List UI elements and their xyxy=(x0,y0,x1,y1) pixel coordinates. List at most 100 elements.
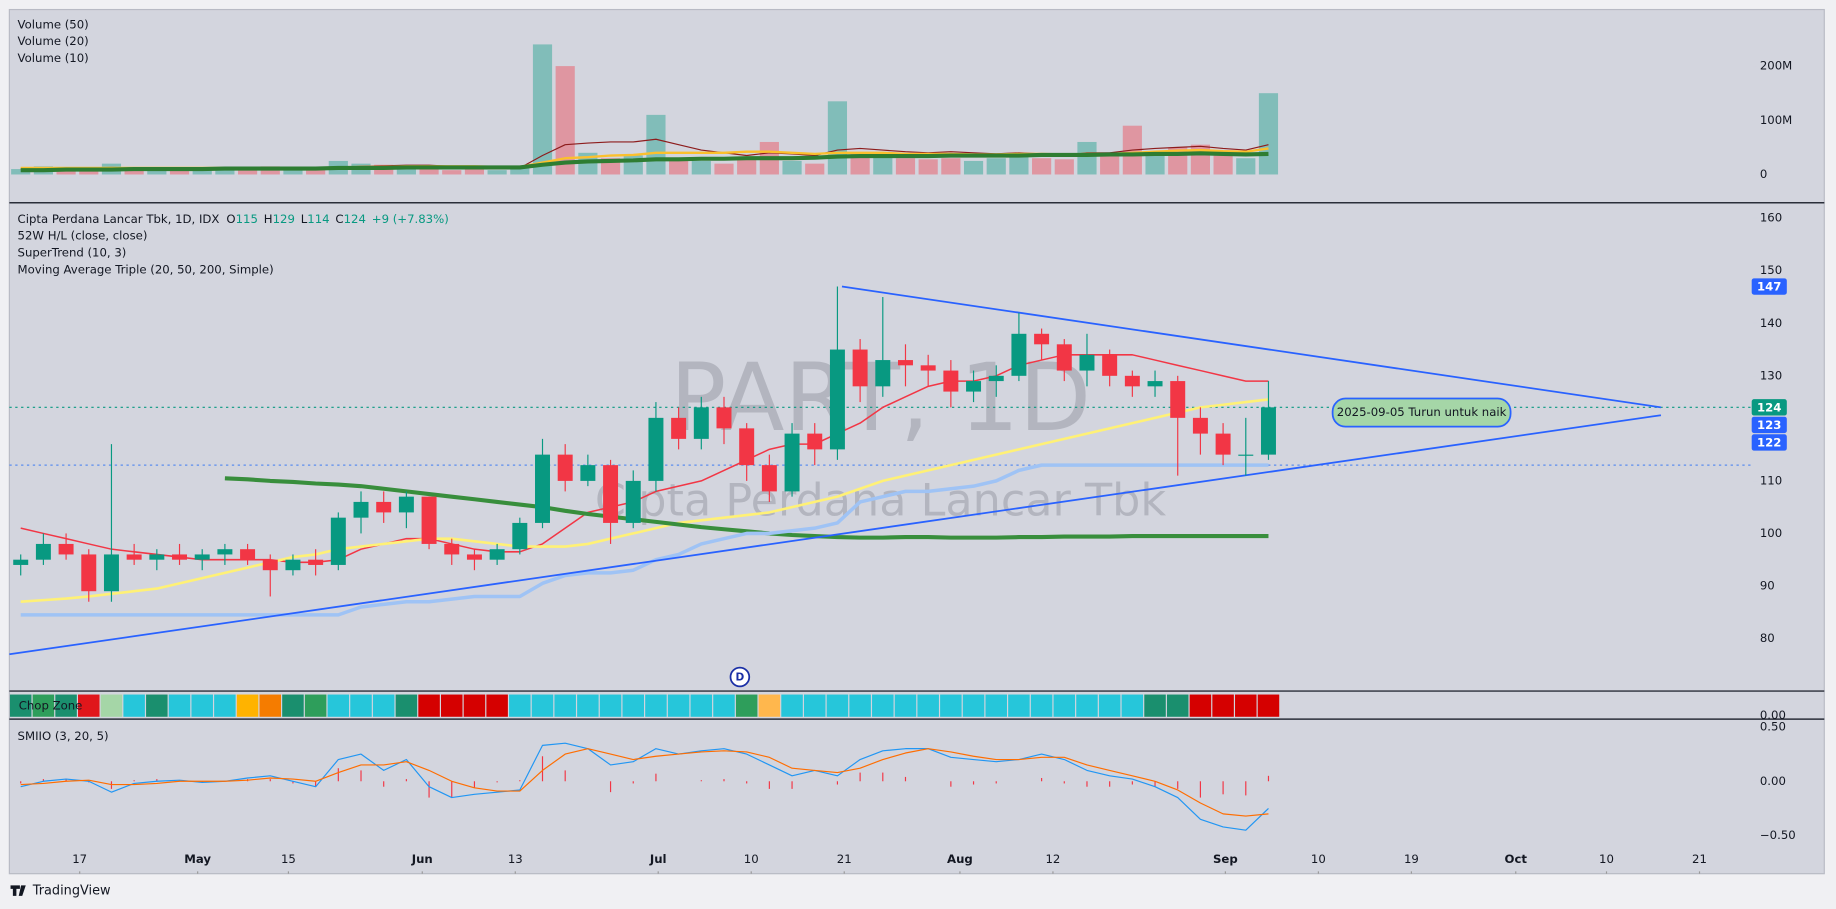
legend-value: 124 xyxy=(344,212,366,226)
volume-bar xyxy=(1100,155,1120,175)
volume-bar xyxy=(1258,93,1279,175)
volume-bar xyxy=(827,101,848,175)
chop-zone-cell xyxy=(735,694,758,717)
volume-bar xyxy=(646,114,666,175)
volume-bar xyxy=(396,166,416,175)
legend-key: H xyxy=(264,212,273,226)
volume-bar xyxy=(1077,141,1097,175)
moving-average xyxy=(224,476,1269,540)
volume-bar xyxy=(532,44,553,175)
candle-body xyxy=(308,559,324,565)
candle-body xyxy=(262,559,278,571)
chop-zone-cell xyxy=(645,694,667,717)
trendline xyxy=(9,414,1662,656)
chop-zone-cell xyxy=(55,694,77,717)
volume-bar xyxy=(11,169,31,175)
candle-body xyxy=(1034,333,1050,345)
volume-bar xyxy=(215,169,235,175)
y-tick-label: 200M xyxy=(1760,59,1792,73)
chop-zone-cell xyxy=(1189,694,1212,717)
candle-body xyxy=(739,428,755,466)
chop-zone-cell xyxy=(372,694,395,717)
chop-zone-cell xyxy=(32,694,55,717)
chop-zone-cell xyxy=(1212,694,1234,717)
annotation-box xyxy=(1331,397,1512,428)
legend-value: 114 xyxy=(307,212,329,226)
legend-change: +9 (+7.83%) xyxy=(372,212,449,226)
dividend-label: D xyxy=(736,672,745,684)
chop-zone-cell xyxy=(9,694,32,717)
candle-body xyxy=(512,522,528,550)
volume-ma xyxy=(20,151,1269,173)
volume-bar xyxy=(487,170,507,175)
y-tick-label: −0.50 xyxy=(1760,828,1796,842)
chop-zone-cell xyxy=(395,694,418,717)
volume-legend: Volume (20) xyxy=(18,34,89,48)
chop-zone-cell xyxy=(894,694,917,717)
candle-body xyxy=(444,543,460,555)
price-label: 147 xyxy=(1757,280,1781,294)
candle-body xyxy=(829,349,845,450)
x-tick-label: May xyxy=(184,852,211,866)
chop-zone-cell xyxy=(985,694,1007,717)
chop-zone-cell xyxy=(100,694,123,717)
chop-zone-cell xyxy=(1257,694,1280,717)
candle-body xyxy=(240,549,256,560)
volume-bar xyxy=(464,169,485,175)
chop-zone-cell xyxy=(463,694,486,717)
legend-value: 129 xyxy=(273,212,295,226)
x-tick-label: Oct xyxy=(1505,852,1528,866)
y-tick-label: 100M xyxy=(1760,113,1792,127)
chop-zone-cell xyxy=(690,694,713,717)
chop-zone-cell xyxy=(282,694,304,717)
volume-legend: Volume (50) xyxy=(18,17,89,31)
chop-zone-cell xyxy=(440,694,463,717)
candle-body xyxy=(603,465,619,523)
candle-body xyxy=(1011,333,1027,376)
volume-bar xyxy=(56,170,76,175)
chop-zone-cell xyxy=(350,694,372,717)
candle-body xyxy=(1102,354,1118,376)
x-tick-label: 17 xyxy=(72,852,87,866)
candle-body xyxy=(103,554,119,592)
chop-zone-cell xyxy=(1166,694,1189,717)
candle-body xyxy=(81,554,97,592)
candle-body xyxy=(353,501,369,518)
price-label-box xyxy=(1751,416,1787,434)
chop-zone-cell xyxy=(713,694,735,717)
y-tick-label: 80 xyxy=(1760,631,1775,645)
candle-body xyxy=(149,554,165,560)
price-label-box xyxy=(1751,399,1787,416)
price-label: 123 xyxy=(1757,418,1781,432)
volume-bar xyxy=(1236,158,1256,175)
volume-bar xyxy=(941,158,961,175)
chop-zone-cell xyxy=(1144,694,1166,717)
volume-bar xyxy=(1145,152,1165,175)
candle-body xyxy=(1147,381,1163,387)
candle-body xyxy=(1238,454,1254,456)
volume-bar xyxy=(1009,155,1029,175)
price-label-box xyxy=(1751,434,1787,451)
logo xyxy=(10,885,26,896)
moving-average xyxy=(20,463,1269,617)
legend-value: 115 xyxy=(236,212,258,226)
candle-body xyxy=(943,370,959,392)
volume-bar xyxy=(691,160,711,175)
y-tick-label: 0.00 xyxy=(1760,708,1786,722)
x-tick-label: 10 xyxy=(1311,852,1326,866)
chop-zone-cell xyxy=(872,694,894,717)
volume-bar xyxy=(782,160,802,175)
volume-bar xyxy=(124,170,144,175)
legend-key: C xyxy=(335,212,343,226)
annotation-text: 2025-09-05 Turun untuk naik xyxy=(1337,405,1507,419)
volume-bar xyxy=(237,169,258,175)
volume-bar xyxy=(918,159,938,175)
chop-zone-cell xyxy=(917,694,939,717)
volume-bar xyxy=(873,155,893,175)
candle-body xyxy=(376,501,392,513)
chop-zone-cell xyxy=(599,694,622,717)
chop-zone-cell xyxy=(191,694,213,717)
volume-bar xyxy=(737,158,757,175)
price-label: 124 xyxy=(1757,400,1781,414)
chop-zone-cell xyxy=(214,694,236,717)
